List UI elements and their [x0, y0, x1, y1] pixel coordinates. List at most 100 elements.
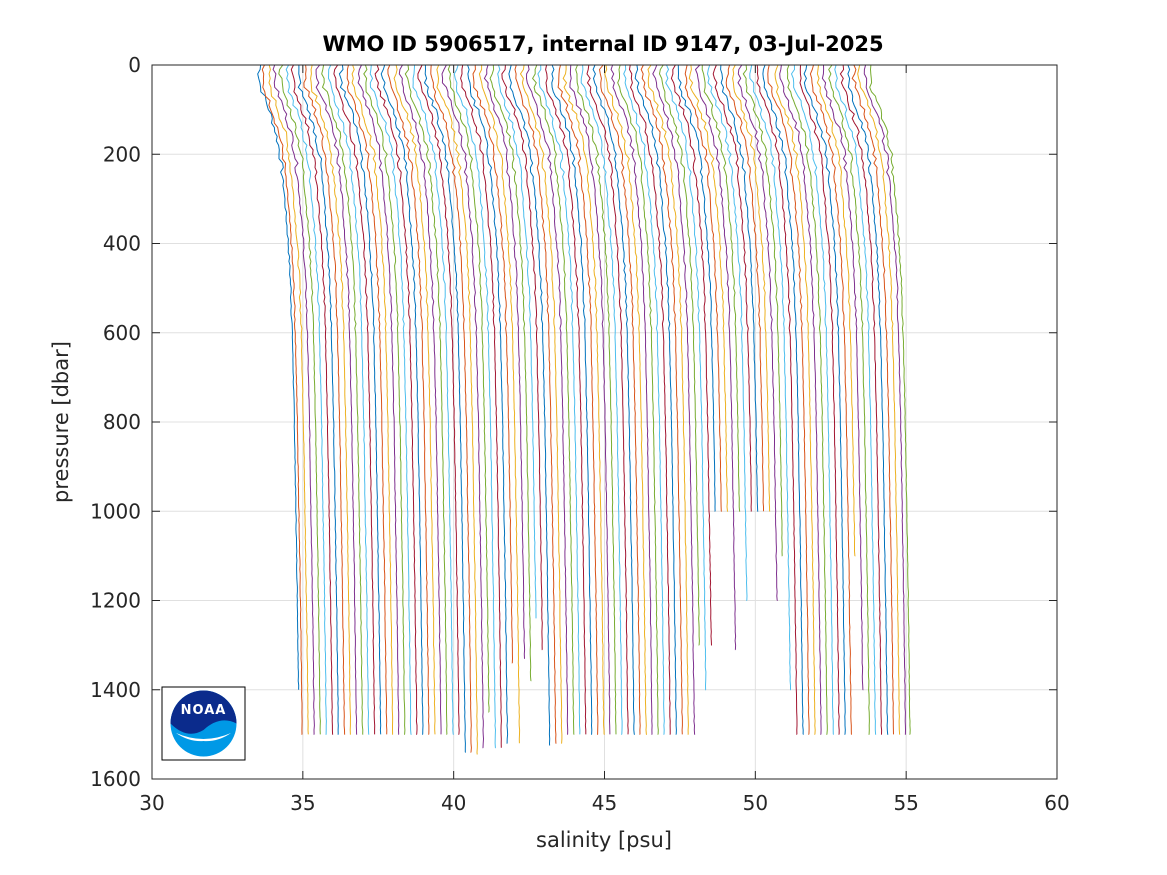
profile-line	[869, 64, 911, 735]
profile-line	[834, 64, 877, 735]
y-tick-label: 200	[103, 142, 141, 166]
profile-line	[315, 64, 358, 735]
profile-line	[489, 64, 532, 682]
profile-line	[497, 64, 537, 619]
profile-line	[737, 64, 778, 601]
profile-line	[327, 64, 370, 735]
profile-line	[483, 64, 526, 659]
x-tick-label: 55	[893, 791, 918, 815]
x-tick-label: 40	[441, 791, 466, 815]
profile-line	[333, 64, 376, 735]
profile-line	[272, 64, 315, 735]
profile-line	[351, 64, 394, 735]
profile-line	[562, 65, 605, 735]
profile-line	[803, 64, 846, 735]
profile-line	[828, 64, 870, 735]
profile-line	[569, 64, 611, 735]
profile-line	[749, 64, 791, 691]
profile-line	[720, 64, 759, 512]
profile-line	[436, 64, 478, 755]
profile-line	[514, 64, 557, 744]
profile-line	[290, 64, 334, 735]
profile-line	[863, 64, 907, 735]
profile-line	[774, 64, 816, 735]
profile-line	[684, 64, 722, 512]
y-tick-label: 0	[128, 53, 141, 77]
profile-line	[393, 64, 436, 735]
profile-line	[786, 64, 828, 735]
profile-line	[257, 64, 300, 690]
profile-line	[417, 64, 460, 735]
profile-line	[623, 64, 665, 735]
y-axis-title: pressure [dbar]	[49, 341, 73, 503]
profile-line	[779, 64, 822, 735]
noaa-logo: NOAA	[161, 686, 246, 761]
x-tick-label: 50	[743, 791, 768, 815]
profile-line	[374, 64, 418, 735]
profile-line	[762, 64, 804, 735]
profile-line	[767, 64, 810, 735]
profile-line	[677, 64, 716, 512]
logo-bird-shape	[170, 690, 237, 734]
profile-line	[725, 64, 764, 512]
profile-line	[640, 64, 683, 735]
profile-line	[847, 64, 889, 735]
profile-line	[285, 64, 327, 735]
y-tick-label: 1400	[90, 678, 141, 702]
profile-line	[839, 64, 883, 735]
profile-line	[338, 64, 382, 735]
profile-line	[665, 64, 707, 691]
profile-line	[857, 64, 901, 735]
profile-line	[694, 64, 737, 651]
x-tick-label: 35	[290, 791, 315, 815]
profile-line	[706, 64, 748, 601]
logo-text: NOAA	[181, 703, 227, 718]
profile-line	[310, 64, 352, 735]
profile-line	[501, 64, 543, 651]
profile-line	[423, 64, 466, 753]
profile-line	[412, 64, 454, 735]
profile-line	[652, 64, 696, 735]
profile-line	[430, 64, 472, 753]
x-tick-label: 60	[1044, 791, 1069, 815]
y-tick-label: 800	[103, 410, 141, 434]
profile-line	[598, 64, 641, 735]
ticks: 30 35 40 45 50 55 6002004006008001000120014001…	[90, 53, 1070, 815]
profile-line	[268, 64, 309, 735]
profile-line	[346, 64, 388, 735]
profile-line	[303, 64, 346, 735]
profile-line	[551, 64, 593, 735]
logo-wave	[176, 733, 231, 742]
profile-line	[441, 64, 485, 749]
profile-line	[816, 64, 856, 557]
profile-line	[321, 64, 364, 735]
profile-line	[647, 64, 689, 735]
profile-line	[447, 64, 490, 713]
profile-line	[809, 64, 852, 735]
profile-line	[586, 64, 629, 735]
profile-line	[508, 64, 551, 746]
profile-line	[545, 64, 587, 735]
profile-line	[575, 64, 617, 735]
profile-line	[799, 64, 840, 735]
x-tick-label: 30	[139, 791, 164, 815]
profile-line	[453, 64, 497, 749]
profile-line	[712, 64, 752, 512]
profiles	[257, 64, 911, 755]
profile-line	[756, 64, 798, 735]
profile-line	[404, 64, 448, 735]
y-tick-label: 1000	[90, 499, 141, 523]
profile-line	[297, 65, 339, 735]
profile-line	[580, 64, 623, 735]
x-axis-title: salinity [psu]	[536, 828, 672, 852]
profile-line	[851, 64, 894, 735]
profile-line	[557, 64, 599, 735]
profile-line	[537, 64, 581, 735]
profile-line	[604, 64, 647, 735]
profile-line	[742, 64, 783, 557]
y-tick-label: 400	[103, 232, 141, 256]
profile-line	[670, 64, 713, 646]
profile-line	[460, 64, 502, 748]
profile-line	[278, 64, 321, 735]
